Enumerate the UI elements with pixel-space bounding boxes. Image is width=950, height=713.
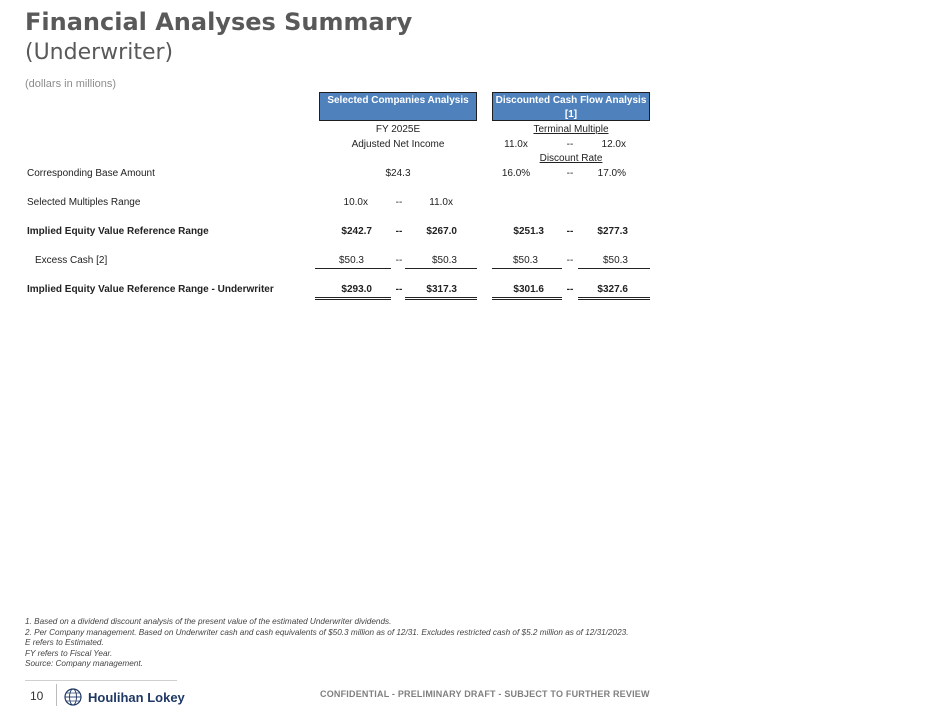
row-label-multiples-range: Selected Multiples Range xyxy=(27,197,141,208)
dcf-excess-high: $50.3 xyxy=(602,255,628,266)
row-label-excess-cash: Excess Cash [2] xyxy=(35,255,108,266)
dcf-uw-low: $301.6 xyxy=(513,284,544,295)
sc-excess-high-underline xyxy=(405,268,477,269)
sc-uw-low-double-underline-2 xyxy=(315,299,391,300)
footnote-2: 2. Per Company management. Based on Unde… xyxy=(25,627,629,637)
footnotes: 1. Based on a dividend discount analysis… xyxy=(25,617,629,670)
sc-multiple-sep: -- xyxy=(395,197,403,208)
dcf-uw-high-double-underline-1 xyxy=(578,297,650,298)
houlihan-lokey-globe-logo-icon xyxy=(64,688,82,706)
sc-multiple-low: 10.0x xyxy=(343,197,368,208)
footnote-source: Source: Company management. xyxy=(25,659,143,668)
dcf-excess-low: $50.3 xyxy=(512,255,538,266)
dcf-uw-high-double-underline-2 xyxy=(578,299,650,300)
sc-excess-low: $50.3 xyxy=(338,255,364,266)
terminal-multiple-low: 11.0x xyxy=(504,139,528,150)
dcf-uw-high: $327.6 xyxy=(597,284,628,295)
footnote-1: 1. Based on a dividend discount analysis… xyxy=(25,617,392,626)
sc-base-amount: $24.3 xyxy=(385,168,411,179)
terminal-multiple-label: Terminal Multiple xyxy=(533,124,609,135)
brand-logo-text: Houlihan Lokey xyxy=(88,690,185,705)
page-subtitle: (Underwriter) xyxy=(25,40,174,65)
footnote-3: E refers to Estimated. xyxy=(25,638,104,647)
confidential-notice: CONFIDENTIAL - PRELIMINARY DRAFT - SUBJE… xyxy=(320,689,650,699)
row-label-base-amount: Corresponding Base Amount xyxy=(27,168,155,179)
dcf-uw-low-double-underline-2 xyxy=(492,299,562,300)
dcf-analysis-header: Discounted Cash Flow Analysis [1] xyxy=(492,92,650,121)
sc-uw-low-double-underline-1 xyxy=(315,297,391,298)
sc-uw-high: $317.3 xyxy=(426,284,457,295)
sc-excess-high: $50.3 xyxy=(431,255,457,266)
dcf-discount-high: 17.0% xyxy=(597,168,626,179)
units-note: (dollars in millions) xyxy=(25,78,117,90)
dcf-uw-sep: -- xyxy=(566,284,574,295)
row-label-implied-equity-underwriter: Implied Equity Value Reference Range - U… xyxy=(27,284,274,295)
page-number: 10 xyxy=(30,689,44,703)
dcf-excess-sep: -- xyxy=(566,255,574,266)
footer-rule xyxy=(25,680,177,681)
dcf-implied-high: $277.3 xyxy=(597,226,628,237)
terminal-multiple-high: 12.0x xyxy=(601,139,626,150)
sc-uw-high-double-underline-1 xyxy=(405,297,477,298)
page-title: Financial Analyses Summary xyxy=(25,8,413,36)
footer-separator xyxy=(56,684,57,706)
dcf-uw-low-double-underline-1 xyxy=(492,297,562,298)
dcf-implied-sep: -- xyxy=(566,226,574,237)
sc-metric-label: Adjusted Net Income xyxy=(351,139,445,150)
selected-companies-header: Selected Companies Analysis xyxy=(319,92,477,121)
dcf-discount-sep: -- xyxy=(566,168,574,179)
sc-multiple-high: 11.0x xyxy=(429,197,453,208)
sc-uw-low: $293.0 xyxy=(341,284,372,295)
footnote-4: FY refers to Fiscal Year. xyxy=(25,648,113,658)
sc-excess-low-underline xyxy=(315,268,391,269)
row-label-implied-equity: Implied Equity Value Reference Range xyxy=(27,226,209,237)
terminal-multiple-sep: -- xyxy=(566,139,574,150)
dcf-excess-low-underline xyxy=(492,268,562,269)
dcf-excess-high-underline xyxy=(578,268,650,269)
sc-fiscal-year-label: FY 2025E xyxy=(375,124,421,135)
sc-uw-high-double-underline-2 xyxy=(405,299,477,300)
dcf-implied-low: $251.3 xyxy=(513,226,544,237)
sc-implied-sep: -- xyxy=(395,226,403,237)
sc-implied-high: $267.0 xyxy=(426,226,457,237)
sc-uw-sep: -- xyxy=(395,284,403,295)
sc-excess-sep: -- xyxy=(395,255,403,266)
dcf-discount-low: 16.0% xyxy=(501,168,531,179)
discount-rate-label: Discount Rate xyxy=(539,153,603,164)
sc-implied-low: $242.7 xyxy=(341,226,372,237)
